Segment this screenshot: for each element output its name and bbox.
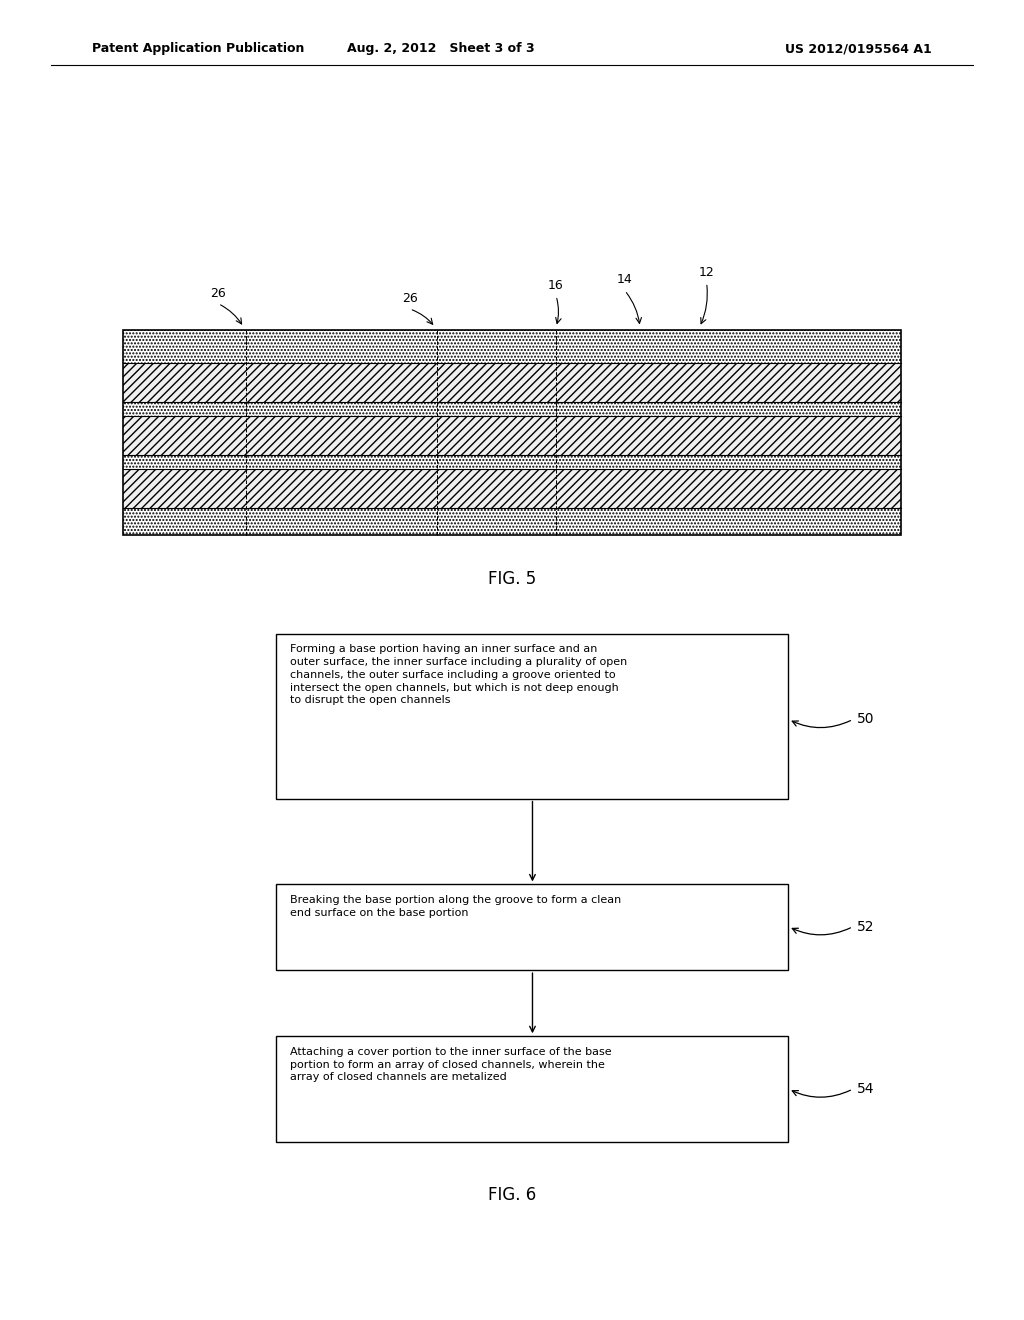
Text: US 2012/0195564 A1: US 2012/0195564 A1 <box>785 42 932 55</box>
Bar <box>123 330 901 535</box>
Text: 54: 54 <box>857 1082 874 1096</box>
Bar <box>123 330 901 363</box>
Bar <box>123 401 901 416</box>
Bar <box>276 634 788 799</box>
Bar <box>276 1036 788 1142</box>
Text: 26: 26 <box>401 292 418 305</box>
Text: Patent Application Publication: Patent Application Publication <box>92 42 304 55</box>
Text: Aug. 2, 2012   Sheet 3 of 3: Aug. 2, 2012 Sheet 3 of 3 <box>346 42 535 55</box>
Bar <box>123 469 901 508</box>
Text: 50: 50 <box>857 713 874 726</box>
Text: 14: 14 <box>616 273 633 286</box>
Bar <box>123 508 901 535</box>
Bar <box>123 455 901 469</box>
Bar <box>123 416 901 455</box>
Bar <box>276 884 788 970</box>
Text: 52: 52 <box>857 920 874 933</box>
Text: 16: 16 <box>548 279 564 292</box>
Bar <box>123 363 901 401</box>
Text: Breaking the base portion along the groove to form a clean
end surface on the ba: Breaking the base portion along the groo… <box>290 895 621 917</box>
Text: Attaching a cover portion to the inner surface of the base
portion to form an ar: Attaching a cover portion to the inner s… <box>290 1047 611 1082</box>
Text: FIG. 5: FIG. 5 <box>487 570 537 589</box>
Text: 26: 26 <box>210 286 226 300</box>
Text: FIG. 6: FIG. 6 <box>487 1185 537 1204</box>
Text: 12: 12 <box>698 265 715 279</box>
Text: Forming a base portion having an inner surface and an
outer surface, the inner s: Forming a base portion having an inner s… <box>290 644 627 705</box>
